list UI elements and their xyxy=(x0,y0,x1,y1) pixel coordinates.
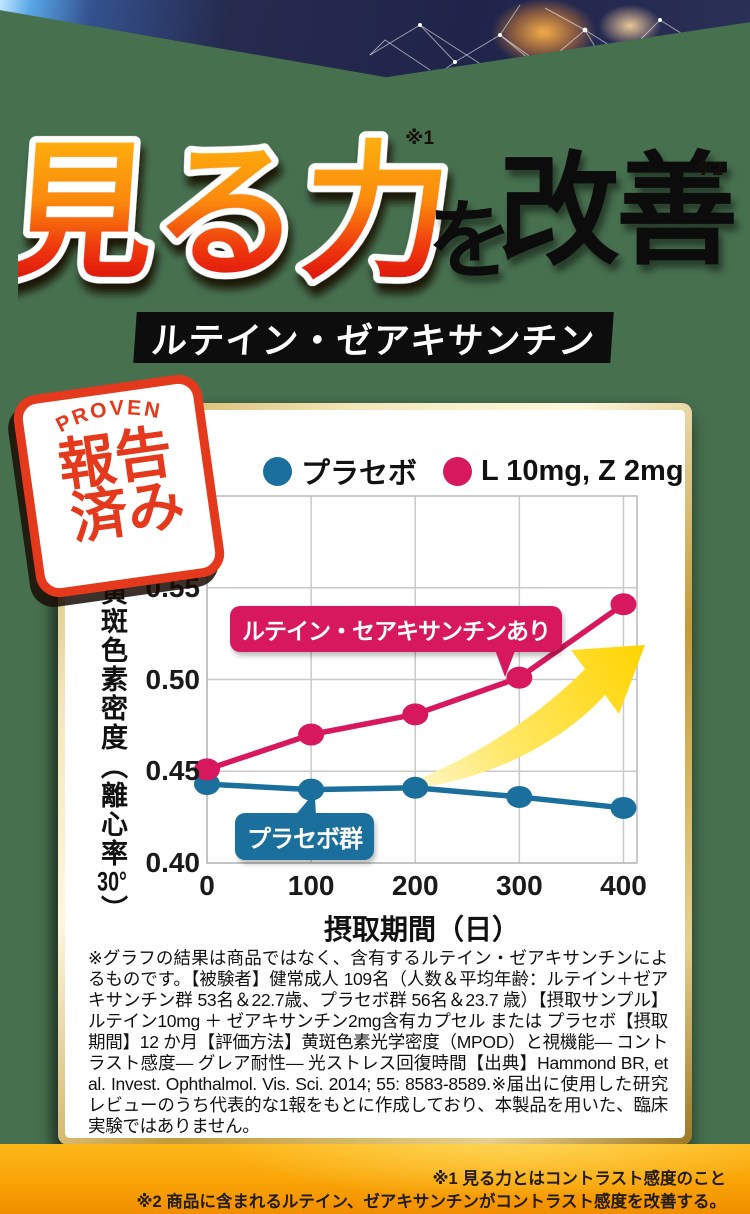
proven-stamp: PROVEN 報告 済み xyxy=(10,371,228,601)
footnote-mark-1: ※1 xyxy=(405,128,435,149)
data-point xyxy=(610,593,637,616)
stamp-line-2: 済み xyxy=(66,473,189,552)
data-point xyxy=(610,796,637,819)
plot-frame xyxy=(206,495,638,864)
x-axis-title: 摂取期間（日） xyxy=(323,914,520,945)
placebo-callout: プラセボ群 xyxy=(235,813,374,860)
y-axis-tick: 0.40 xyxy=(145,847,201,878)
legend-label: プラセボ xyxy=(301,458,418,490)
data-point xyxy=(194,758,220,781)
data-point xyxy=(402,776,429,799)
legend-item: L 10mg, Z 2mg xyxy=(443,455,684,488)
treatment-callout: ルテイン・セアキサンチンあり xyxy=(230,606,562,652)
x-axis-tick: 100 xyxy=(287,870,335,901)
ingredient-badge: ルテイン・ゼアキサンチン xyxy=(133,312,614,363)
page-title: 見る力 ※1 を 改善 ※2 xyxy=(0,0,750,310)
line-chart xyxy=(194,495,645,864)
disclaimer-band xyxy=(0,1144,750,1214)
footnote-mark-2: ※2 xyxy=(694,159,724,180)
x-axis-tick: 0 xyxy=(199,870,215,901)
data-point xyxy=(298,723,325,746)
legend-item: プラセボ xyxy=(263,450,417,492)
title-highlight: 見る力 xyxy=(18,125,458,303)
title-main-text: 見る力 xyxy=(18,131,456,296)
title-rest-text: 改善 xyxy=(498,145,738,280)
y-axis-tick: 0.45 xyxy=(145,755,201,787)
x-axis-tick: 400 xyxy=(600,870,647,901)
x-axis-tick: 200 xyxy=(391,870,439,901)
data-point xyxy=(402,703,429,726)
disclaimer-line-1: ※1 見る力とはコントラスト感度のこと xyxy=(432,1170,726,1188)
legend-label: L 10mg, Z 2mg xyxy=(481,454,684,487)
study-footnote: ※グラフの結果は商品ではなく、含有するルテイン・ゼアキサンチンによるものです。【… xyxy=(88,948,668,1136)
trend-arrow-icon xyxy=(392,645,645,791)
title-particle: を xyxy=(427,193,513,289)
y-axis-title: 黄斑色素密度（離心率30°） xyxy=(97,578,127,924)
data-point xyxy=(506,785,533,808)
y-axis-tick: 0.50 xyxy=(145,663,201,695)
chart-legend: プラセボ L 10mg, Z 2mg xyxy=(263,450,684,492)
stamp-text-jp: 報告 済み xyxy=(54,421,188,552)
legend-swatch-icon xyxy=(443,456,473,486)
report-card: プラセボ L 10mg, Z 2mg ルテイン・セアキサンチンあり プラセボ群 ※… xyxy=(58,403,692,1145)
x-axis-tick: 300 xyxy=(495,870,543,901)
disclaimer-line-2: ※2 商品に含まれるルテイン、ゼアキサンチンがコントラスト感度を改善する。 xyxy=(136,1193,726,1211)
legend-swatch-icon xyxy=(263,456,292,486)
